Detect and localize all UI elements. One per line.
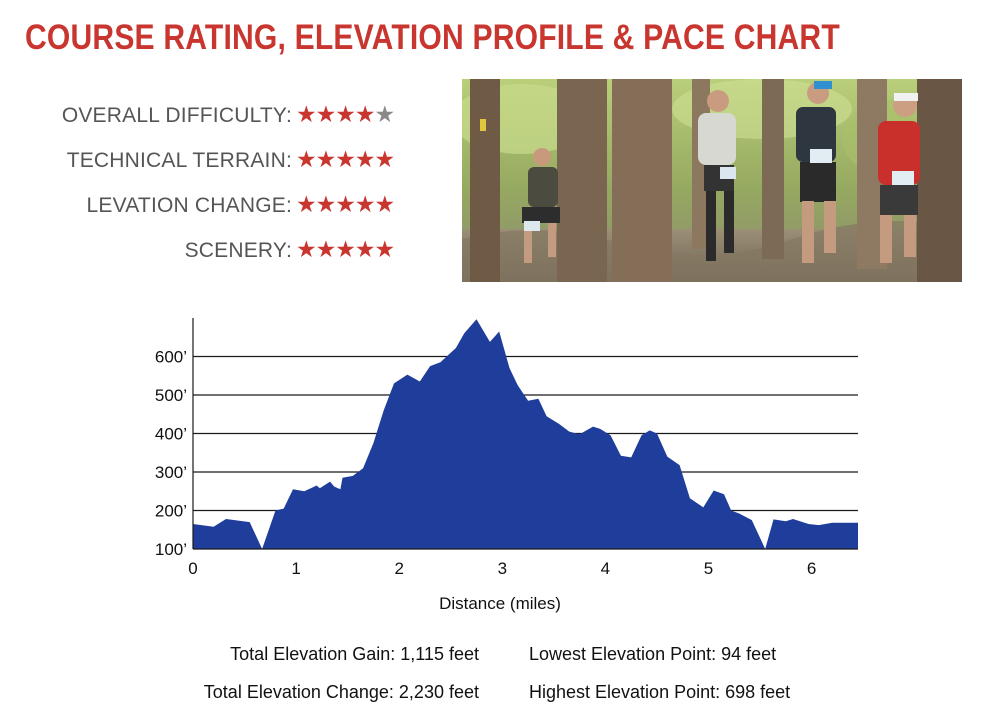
star-filled-icon: ★: [374, 146, 396, 172]
star-rating: ★★★★★: [296, 101, 396, 127]
chart-axes: [192, 318, 858, 550]
star-filled-icon: ★: [354, 146, 376, 172]
x-tick-label: 5: [704, 559, 713, 578]
x-axis-label: Distance (miles): [439, 594, 561, 613]
star-filled-icon: ★: [335, 101, 356, 127]
star-filled-icon: ★: [315, 101, 337, 127]
x-tick-label: 0: [188, 559, 197, 578]
chart-area-layer: [193, 319, 858, 549]
x-tick-label: 1: [291, 559, 300, 578]
star-rating: ★★★★★: [296, 236, 396, 262]
star-filled-icon: ★: [296, 101, 317, 127]
star-filled-icon: ★: [296, 191, 317, 217]
star-filled-icon: ★: [335, 191, 356, 217]
y-tick-label: 500’: [155, 386, 187, 405]
rating-label: LEVATION CHANGE:: [86, 194, 292, 217]
star-filled-icon: ★: [315, 191, 337, 217]
highest-elevation-point: Highest Elevation Point: 698 feet: [529, 682, 791, 702]
star-filled-icon: ★: [354, 101, 376, 127]
x-tick-label: 4: [601, 559, 610, 578]
x-tick-label: 2: [394, 559, 403, 578]
star-filled-icon: ★: [296, 236, 317, 262]
star-filled-icon: ★: [335, 236, 356, 262]
star-filled-icon: ★: [315, 146, 337, 172]
rating-technical-terrain: TECHNICAL TERRAIN: ★★★★★: [0, 145, 420, 175]
y-tick-labels: 100’ 200’ 300’ 400’ 500’ 600’: [155, 348, 187, 560]
elevation-profile-svg: 100’ 200’ 300’ 400’ 500’ 600’ 0 1 2 3 4 5 6 Distanc…: [155, 318, 858, 613]
rating-label: OVERALL DIFFICULTY:: [61, 104, 292, 127]
trail-runners-photo: [462, 79, 962, 282]
star-rating: ★★★★★: [296, 191, 396, 217]
lowest-elevation-point: Lowest Elevation Point: 94 feet: [529, 644, 777, 664]
total-elevation-change: Total Elevation Change: 2,230 feet: [203, 682, 479, 702]
y-tick-label: 200’: [155, 502, 187, 521]
star-filled-icon: ★: [374, 236, 396, 262]
y-tick-label: 400’: [155, 425, 187, 444]
page-title: COURSE RATING, ELEVATION PROFILE & PACE …: [25, 18, 840, 57]
star-rating: ★★★★★: [296, 146, 396, 172]
trail-runners-image: [462, 79, 962, 282]
y-tick-label: 600’: [155, 348, 187, 367]
rating-overall-difficulty: OVERALL DIFFICULTY: ★★★★★: [0, 100, 420, 130]
rating-elevation-change: LEVATION CHANGE: ★★★★★: [0, 190, 420, 220]
elevation-profile-chart: 100’ 200’ 300’ 400’ 500’ 600’ 0 1 2 3 4 5 6 Distanc…: [0, 300, 1008, 620]
total-elevation-gain: Total Elevation Gain: 1,115 feet: [230, 644, 479, 664]
x-tick-label: 3: [498, 559, 507, 578]
x-tick-label: 6: [807, 559, 816, 578]
star-filled-icon: ★: [374, 191, 396, 217]
star-filled-icon: ★: [354, 236, 376, 262]
rating-scenery: SCENERY: ★★★★★: [0, 235, 420, 265]
rating-label: SCENERY:: [184, 239, 292, 262]
x-tick-labels: 0 1 2 3 4 5 6: [188, 559, 816, 578]
elevation-area: [193, 319, 858, 549]
y-tick-label: 100’: [155, 540, 187, 559]
star-filled-icon: ★: [354, 191, 376, 217]
star-filled-icon: ★: [296, 146, 317, 172]
star-filled-icon: ★: [315, 236, 337, 262]
rating-label: TECHNICAL TERRAIN:: [66, 149, 292, 172]
y-tick-label: 300’: [155, 463, 187, 482]
star-filled-icon: ★: [335, 146, 356, 172]
star-empty-icon: ★: [374, 101, 396, 127]
